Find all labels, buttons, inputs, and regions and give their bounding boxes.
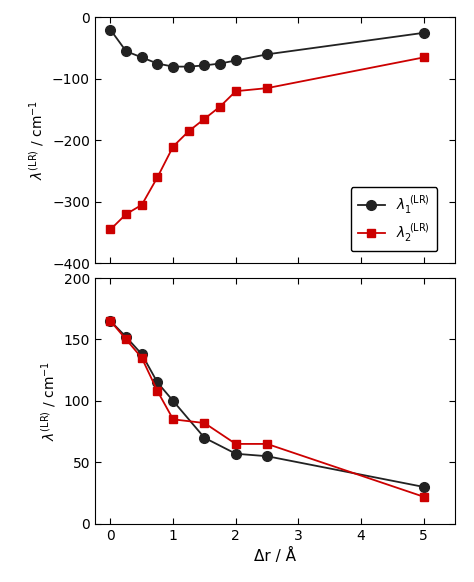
- Y-axis label: $\lambda^{(\rm LR)}$ / cm$^{-1}$: $\lambda^{(\rm LR)}$ / cm$^{-1}$: [27, 100, 46, 180]
- Legend: $\lambda_1^{\ \rm (LR)}$, $\lambda_2^{\ \rm (LR)}$: $\lambda_1^{\ \rm (LR)}$, $\lambda_2^{\ …: [351, 187, 438, 251]
- X-axis label: Δr / Å: Δr / Å: [254, 548, 296, 564]
- Y-axis label: $\lambda^{(\rm LR)}$ / cm$^{-1}$: $\lambda^{(\rm LR)}$ / cm$^{-1}$: [39, 361, 58, 441]
